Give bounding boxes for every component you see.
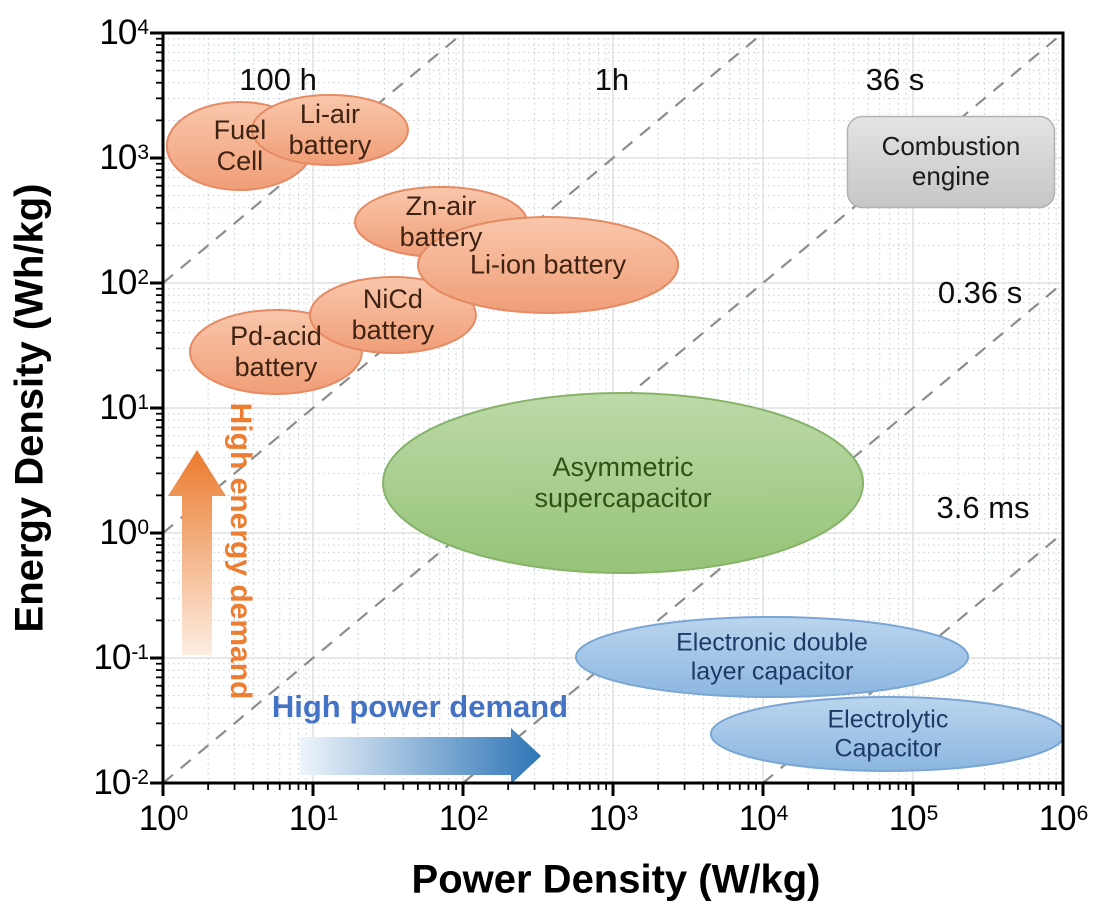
x-tick-label-1e5: 105 bbox=[888, 799, 939, 838]
time-line-1h bbox=[163, 33, 764, 534]
x-tick-label-1e4: 104 bbox=[738, 799, 789, 838]
region-ellipse-li-air-battery bbox=[250, 94, 409, 166]
time-label-100-h: 100 h bbox=[239, 62, 317, 97]
high-power-demand-label: High power demand bbox=[271, 689, 569, 724]
plot-inner bbox=[163, 33, 1063, 783]
x-axis-title: Power Density (W/kg) bbox=[411, 857, 821, 902]
y-tick-label-1e-1: 10-1 bbox=[93, 638, 149, 677]
region-ellipse-nicd-battery bbox=[309, 276, 477, 354]
region-ellipse-li-ion-battery bbox=[417, 216, 680, 314]
high-energy-demand-arrow bbox=[168, 450, 226, 655]
time-label-3-6-ms: 3.6 ms bbox=[936, 490, 1030, 525]
region-ellipse-electronic-double-layer-capacitor bbox=[574, 616, 970, 698]
y-tick-label-1e2: 102 bbox=[99, 263, 149, 302]
y-tick-label-1e3: 103 bbox=[99, 138, 149, 177]
x-tick-label-1e6: 106 bbox=[1038, 799, 1089, 838]
y-tick-label-1e-2: 10-2 bbox=[93, 763, 149, 802]
axis-ticks bbox=[150, 31, 1065, 796]
x-tick-label-1e0: 100 bbox=[138, 799, 189, 838]
time-line-0-36-s bbox=[462, 282, 1063, 783]
time-label-36-s: 36 s bbox=[865, 62, 925, 97]
x-tick-label-1e2: 102 bbox=[438, 799, 489, 838]
region-label-pd-acid-battery: Pd-acid battery bbox=[230, 320, 322, 382]
y-tick-label-1e0: 100 bbox=[99, 513, 149, 552]
region-label-electrolytic-capacitor: Electrolytic Capacitor bbox=[827, 705, 949, 762]
y-axis-title: Energy Density (Wh/kg) bbox=[7, 183, 52, 633]
high-power-demand-arrow bbox=[300, 728, 541, 783]
region-box-combustion-engine bbox=[846, 115, 1056, 209]
time-label-1h: 1h bbox=[594, 62, 630, 97]
region-label-electronic-double-layer-capacitor: Electronic double layer capacitor bbox=[676, 628, 868, 685]
region-ellipse-asymmetric-supercapacitor bbox=[382, 392, 865, 574]
region-label-combustion-engine: Combustion engine bbox=[881, 131, 1021, 191]
x-tick-label-1e1: 101 bbox=[288, 799, 339, 838]
high-energy-demand-label: High energy demand bbox=[224, 402, 257, 700]
region-label-asymmetric-supercapacitor: Asymmetric supercapacitor bbox=[534, 451, 712, 513]
region-label-fuel-cell: Fuel Cell bbox=[213, 114, 267, 176]
region-label-li-air-battery: Li-air battery bbox=[288, 98, 372, 160]
region-ellipse-electrolytic-capacitor bbox=[710, 696, 1063, 772]
region-label-li-ion-battery: Li-ion battery bbox=[470, 249, 627, 280]
time-label-0-36-s: 0.36 s bbox=[937, 275, 1023, 310]
y-tick-label-1e4: 104 bbox=[99, 13, 149, 52]
y-tick-label-1e1: 101 bbox=[99, 388, 149, 427]
region-label-zn-air-battery: Zn-air battery bbox=[399, 190, 483, 252]
region-label-nicd-battery: NiCd battery bbox=[351, 283, 435, 345]
x-tick-label-1e3: 103 bbox=[588, 799, 639, 838]
